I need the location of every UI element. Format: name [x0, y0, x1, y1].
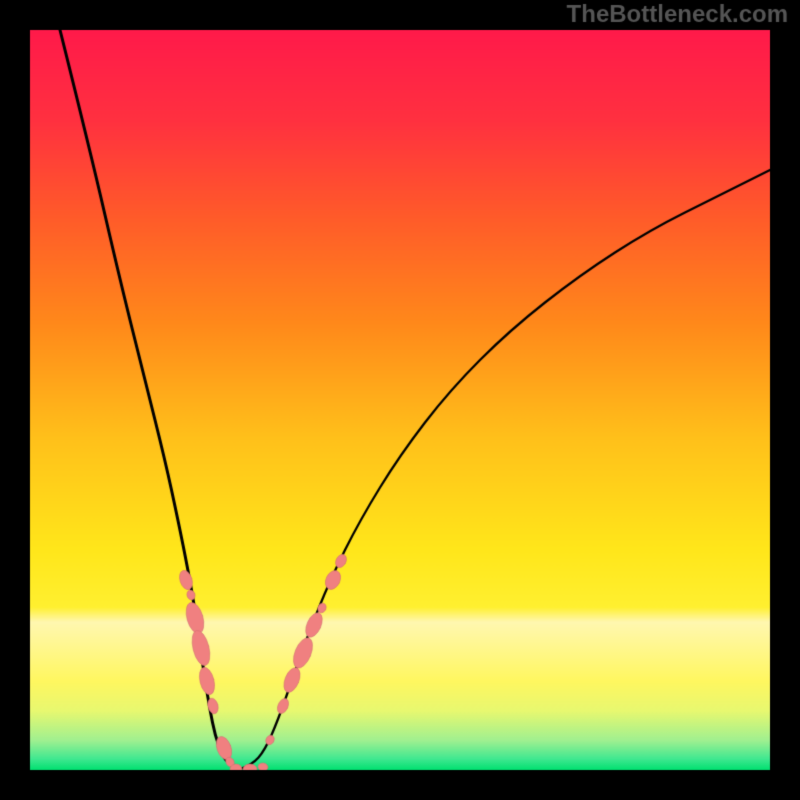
bottleneck-chart	[0, 0, 800, 800]
